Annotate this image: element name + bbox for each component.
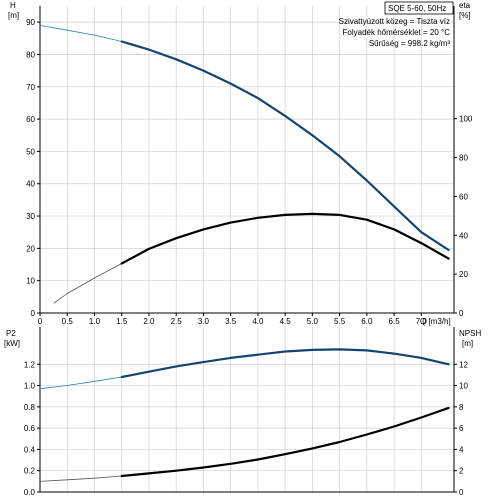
x-tick-label: 7.0 [416,317,428,326]
series-1-curve-operating [120,406,450,478]
x-tick-label: 2.0 [143,317,155,326]
x-tick-label: 2.5 [171,317,183,326]
right-tick-label: 80 [459,154,468,163]
x-tick-label: 3.5 [225,317,237,326]
right-tick-label: 100 [459,115,473,124]
left-tick-label: 0.0 [24,488,36,497]
left-tick-label: 0.6 [24,424,36,433]
left-tick-label: 20 [26,244,35,253]
right-tick-label: 40 [459,231,468,240]
right-tick-label: 20 [459,270,468,279]
npsh-axis-unit: [m] [462,339,473,348]
x-tick-label: 6.0 [361,317,373,326]
condition-temperature: Folyadék hőmérséklet = 20 °C [343,28,451,37]
h-axis-unit: [m] [8,11,19,20]
condition-medium: Szivattyúzott közeg = Tiszta víz [339,17,450,26]
eta-axis-name: eta [459,1,471,10]
top-panel: 0 10 20 30 40 50 60 70 80 90 0 20 40 60 80 100 0 0.5 1.0 1.… [8,1,473,326]
left-tick-label: 10 [26,277,35,286]
x-tick-label: 3.0 [198,317,210,326]
x-tick-label: 4.5 [280,317,292,326]
right-tick-label: 8 [459,403,464,412]
right-tick-label: 12 [459,360,468,369]
p2-axis-unit: [kW] [4,339,20,348]
series-0-curve-operating [120,40,450,252]
left-tick-label: 80 [26,50,35,59]
left-tick-label: 30 [26,212,35,221]
x-tick-label: 0 [38,317,43,326]
model-label-box [384,1,454,15]
x-tick-label: 4.0 [252,317,264,326]
x-tick-label: 1.0 [89,317,101,326]
npsh-axis-name: NPSH [459,329,481,338]
p2-axis-name: P2 [6,329,16,338]
left-tick-label: 0.4 [24,445,36,454]
left-tick-label: 40 [26,180,35,189]
info-box: SQE 5-60, 50Hz Szivattyúzott közeg = Tis… [339,1,454,48]
series-0-curve-operating [120,348,450,379]
series-1-curve-operating [120,212,450,265]
condition-density: Sűrűség = 998.2 kg/m³ [369,39,450,48]
bottom-grid [40,327,454,492]
right-tick-label: 60 [459,192,468,201]
x-tick-label: 6.5 [389,317,401,326]
right-tick-label: 0 [459,309,464,318]
left-tick-label: 90 [26,18,35,27]
left-tick-label: 60 [26,115,35,124]
left-tick-label: 50 [26,147,35,156]
left-tick-label: 0.8 [24,403,36,412]
right-tick-label: 2 [459,467,464,476]
top-curves [39,25,450,304]
left-tick-label: 70 [26,83,35,92]
bottom-curves [39,348,450,482]
left-tick-label: 0 [31,309,36,318]
x-tick-label: 1.5 [116,317,128,326]
eta-axis-unit: [%] [459,11,471,20]
top-axes [37,6,457,316]
model-label: SQE 5-60, 50Hz [388,4,446,13]
top-tick-labels: 0 10 20 30 40 50 60 70 80 90 0 20 40 60 80 100 0 0.5 1.0 1.… [26,18,473,326]
left-tick-label: 1.0 [24,382,36,391]
x-tick-label: 5.5 [334,317,346,326]
left-tick-label: 0.2 [24,467,36,476]
bottom-panel: 0.0 0.2 0.4 0.6 0.8 1.0 1.2 0 2 4 6 8 10 12 P2 [kW] N… [4,327,481,497]
x-tick-label: 0.5 [62,317,74,326]
right-tick-label: 0 [459,488,464,497]
top-grid [40,6,454,313]
bottom-axes [37,327,457,493]
right-tick-label: 4 [459,445,464,454]
bottom-tick-labels: 0.0 0.2 0.4 0.6 0.8 1.0 1.2 0 2 4 6 8 10 12 [24,360,469,497]
right-tick-label: 6 [459,424,464,433]
left-tick-label: 1.2 [24,360,36,369]
right-tick-label: 10 [459,382,468,391]
h-axis-name: H [10,1,16,10]
q-axis-label: Q [m3/h] [420,317,451,326]
x-tick-label: 5.0 [307,317,319,326]
